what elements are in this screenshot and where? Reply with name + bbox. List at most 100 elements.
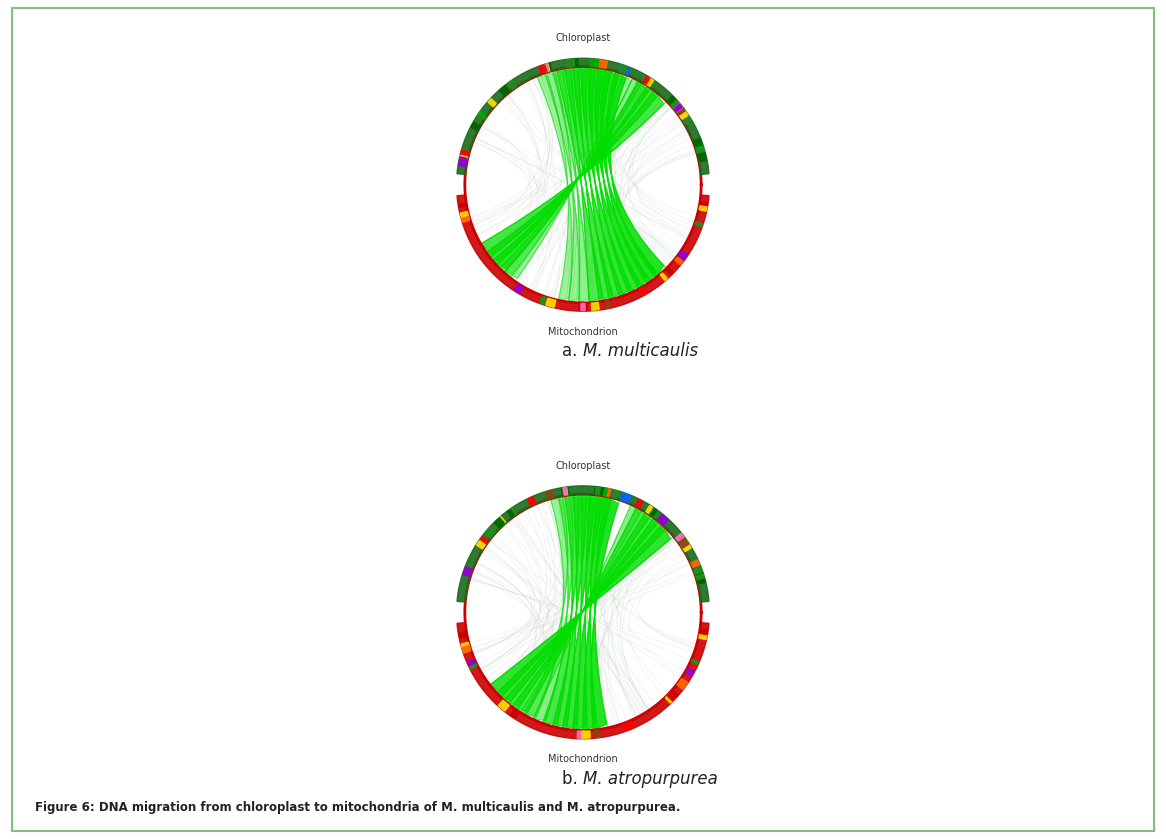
Polygon shape <box>593 730 599 737</box>
Polygon shape <box>623 721 633 731</box>
Polygon shape <box>667 690 677 701</box>
Polygon shape <box>666 693 675 703</box>
Polygon shape <box>571 59 578 66</box>
Polygon shape <box>679 539 689 548</box>
Polygon shape <box>564 487 568 495</box>
Polygon shape <box>489 99 497 107</box>
Text: Figure 6: DNA migration from chloroplast to mitochondria of M. multicaulis and M: Figure 6: DNA migration from chloroplast… <box>35 801 681 814</box>
Polygon shape <box>672 102 682 112</box>
Polygon shape <box>591 303 599 310</box>
Polygon shape <box>533 495 574 724</box>
Polygon shape <box>553 68 589 303</box>
Polygon shape <box>477 540 485 549</box>
Polygon shape <box>545 64 549 71</box>
Polygon shape <box>457 623 709 739</box>
Polygon shape <box>573 494 604 731</box>
Polygon shape <box>649 508 656 516</box>
Polygon shape <box>675 534 684 541</box>
Polygon shape <box>508 81 517 89</box>
Polygon shape <box>471 122 480 131</box>
Polygon shape <box>458 632 466 638</box>
Polygon shape <box>492 81 651 273</box>
Polygon shape <box>700 201 708 206</box>
Polygon shape <box>479 537 489 545</box>
Polygon shape <box>680 112 688 119</box>
Polygon shape <box>645 77 654 86</box>
Polygon shape <box>566 60 575 67</box>
Polygon shape <box>620 65 630 75</box>
Polygon shape <box>666 268 674 275</box>
Polygon shape <box>461 150 469 159</box>
Polygon shape <box>598 487 607 496</box>
Polygon shape <box>556 67 604 303</box>
Polygon shape <box>581 304 585 310</box>
Polygon shape <box>660 273 667 280</box>
Polygon shape <box>461 211 470 221</box>
Polygon shape <box>694 568 702 575</box>
Polygon shape <box>499 78 642 278</box>
Polygon shape <box>462 646 471 653</box>
Polygon shape <box>700 629 708 634</box>
Polygon shape <box>618 65 627 74</box>
Polygon shape <box>674 104 682 112</box>
Polygon shape <box>582 731 590 738</box>
Polygon shape <box>520 504 642 719</box>
Polygon shape <box>504 74 633 282</box>
Polygon shape <box>542 494 580 727</box>
Polygon shape <box>649 508 659 518</box>
Polygon shape <box>457 195 709 311</box>
Polygon shape <box>478 112 486 119</box>
Polygon shape <box>620 493 631 503</box>
Polygon shape <box>468 659 477 669</box>
Polygon shape <box>667 96 675 104</box>
Polygon shape <box>605 301 610 309</box>
Polygon shape <box>600 69 659 284</box>
Polygon shape <box>457 58 709 175</box>
Polygon shape <box>458 157 468 166</box>
Polygon shape <box>490 524 674 697</box>
Polygon shape <box>695 144 703 149</box>
Polygon shape <box>635 499 644 508</box>
Polygon shape <box>679 111 688 119</box>
Polygon shape <box>462 149 469 154</box>
Polygon shape <box>700 206 707 211</box>
Polygon shape <box>581 66 633 297</box>
Polygon shape <box>510 508 517 516</box>
Polygon shape <box>658 514 668 525</box>
Polygon shape <box>590 59 599 67</box>
Polygon shape <box>691 659 698 664</box>
Polygon shape <box>541 65 547 73</box>
Polygon shape <box>545 64 550 71</box>
Polygon shape <box>494 518 505 528</box>
Polygon shape <box>512 507 651 716</box>
Polygon shape <box>486 86 659 265</box>
Text: Chloroplast: Chloroplast <box>555 33 611 43</box>
Polygon shape <box>498 517 506 524</box>
Polygon shape <box>595 67 651 289</box>
Polygon shape <box>698 633 707 639</box>
Text: Mitochondrion: Mitochondrion <box>548 754 618 764</box>
Text: a.: a. <box>562 342 583 360</box>
Polygon shape <box>545 70 580 303</box>
Polygon shape <box>462 643 471 653</box>
Polygon shape <box>527 497 536 506</box>
Polygon shape <box>604 488 611 497</box>
Polygon shape <box>695 221 703 227</box>
Polygon shape <box>639 287 647 295</box>
Polygon shape <box>507 509 514 518</box>
Polygon shape <box>524 496 568 721</box>
Polygon shape <box>480 91 667 258</box>
Polygon shape <box>695 572 703 577</box>
Polygon shape <box>539 65 546 74</box>
Polygon shape <box>698 153 707 162</box>
Polygon shape <box>677 109 684 115</box>
Polygon shape <box>563 487 567 495</box>
Polygon shape <box>577 731 584 738</box>
Polygon shape <box>462 216 470 222</box>
Polygon shape <box>679 251 688 259</box>
Polygon shape <box>589 66 642 294</box>
Polygon shape <box>681 540 691 551</box>
Polygon shape <box>499 86 510 96</box>
Polygon shape <box>553 494 588 729</box>
Polygon shape <box>612 490 618 498</box>
